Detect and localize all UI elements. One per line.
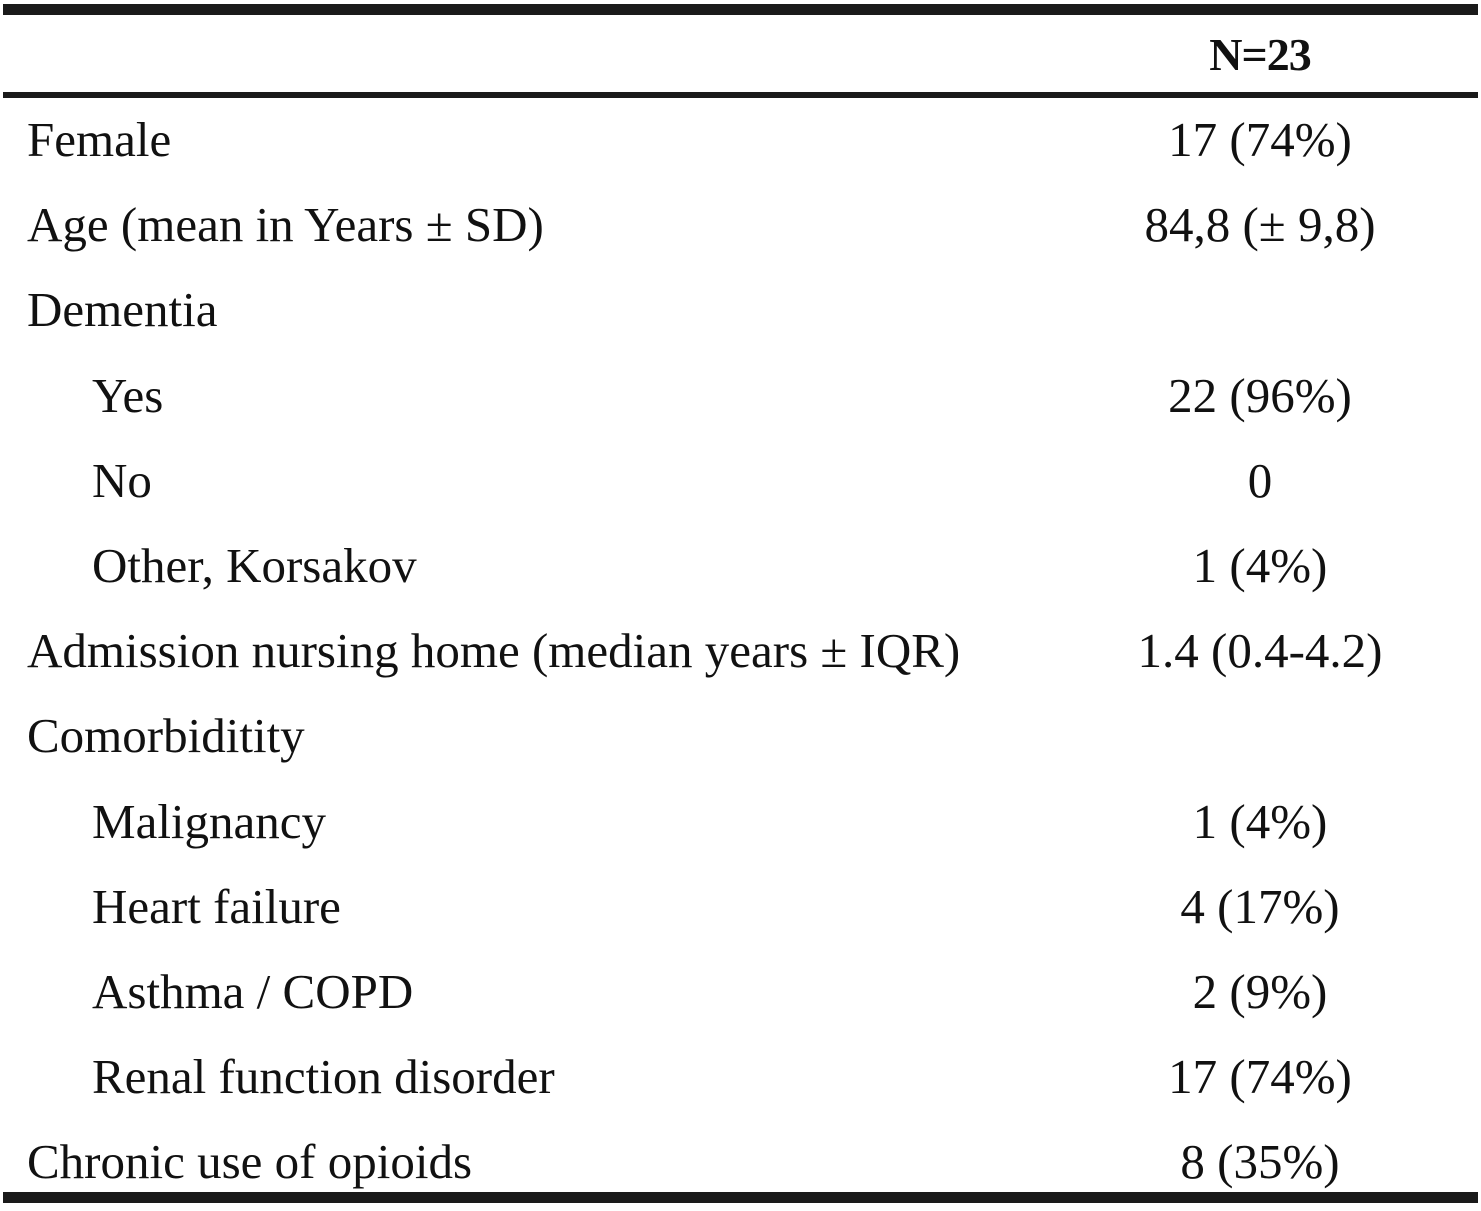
table-header-rule [3,92,1478,98]
table-row: Malignancy 1 (4%) [0,780,1481,865]
row-label: Heart failure [92,878,341,934]
row-value: 8 (35%) [1180,1134,1340,1190]
row-label: Malignancy [92,793,327,849]
row-label: Female [27,112,172,167]
row-label: Other, Korsakov [92,537,417,593]
row-label: Admission nursing home (median years ± I… [27,623,961,679]
row-label: Yes [92,367,164,423]
table-row: Admission nursing home (median years ± I… [0,609,1481,694]
row-label: Renal function disorder [92,1049,555,1105]
row-value: 17 (74%) [1168,1049,1352,1105]
table-bottom-rule [3,1192,1478,1203]
table-row: Renal function disorder 17 (74%) [0,1035,1481,1120]
table-row: Age (mean in Years ± SD) 84,8 (± 9,8) [0,183,1481,268]
row-value: 84,8 (± 9,8) [1144,197,1376,253]
row-value: 17 (74%) [1168,112,1352,167]
row-value: 1 (4%) [1192,537,1328,593]
row-label: Age (mean in Years ± SD) [27,197,544,253]
row-value: 1.4 (0.4-4.2) [1137,623,1383,679]
row-label: Dementia [27,282,218,338]
table-row: Comorbiditity [0,694,1481,779]
column-header-n: N=23 [1209,29,1311,80]
table-row: Heart failure 4 (17%) [0,865,1481,950]
row-value: 2 (9%) [1192,963,1328,1019]
table-body: Female 17 (74%) Age (mean in Years ± SD)… [0,98,1481,1205]
table-row: Other, Korsakov 1 (4%) [0,524,1481,609]
table-top-rule [3,4,1478,15]
table-row: Yes 22 (96%) [0,354,1481,439]
row-value: 1 (4%) [1192,793,1328,849]
row-label: Comorbiditity [27,708,305,764]
row-value: 22 (96%) [1168,367,1352,423]
table-row: Chronic use of opioids 8 (35%) [0,1120,1481,1205]
table-row: Asthma / COPD 2 (9%) [0,950,1481,1035]
table-row: No 0 [0,439,1481,524]
row-label: Asthma / COPD [92,963,414,1019]
row-value: 0 [1247,452,1273,508]
table-row: Female 17 (74%) [0,98,1481,183]
row-label: Chronic use of opioids [27,1134,473,1190]
row-label: No [92,452,152,508]
row-value: 4 (17%) [1180,878,1340,934]
table-row: Dementia [0,268,1481,353]
